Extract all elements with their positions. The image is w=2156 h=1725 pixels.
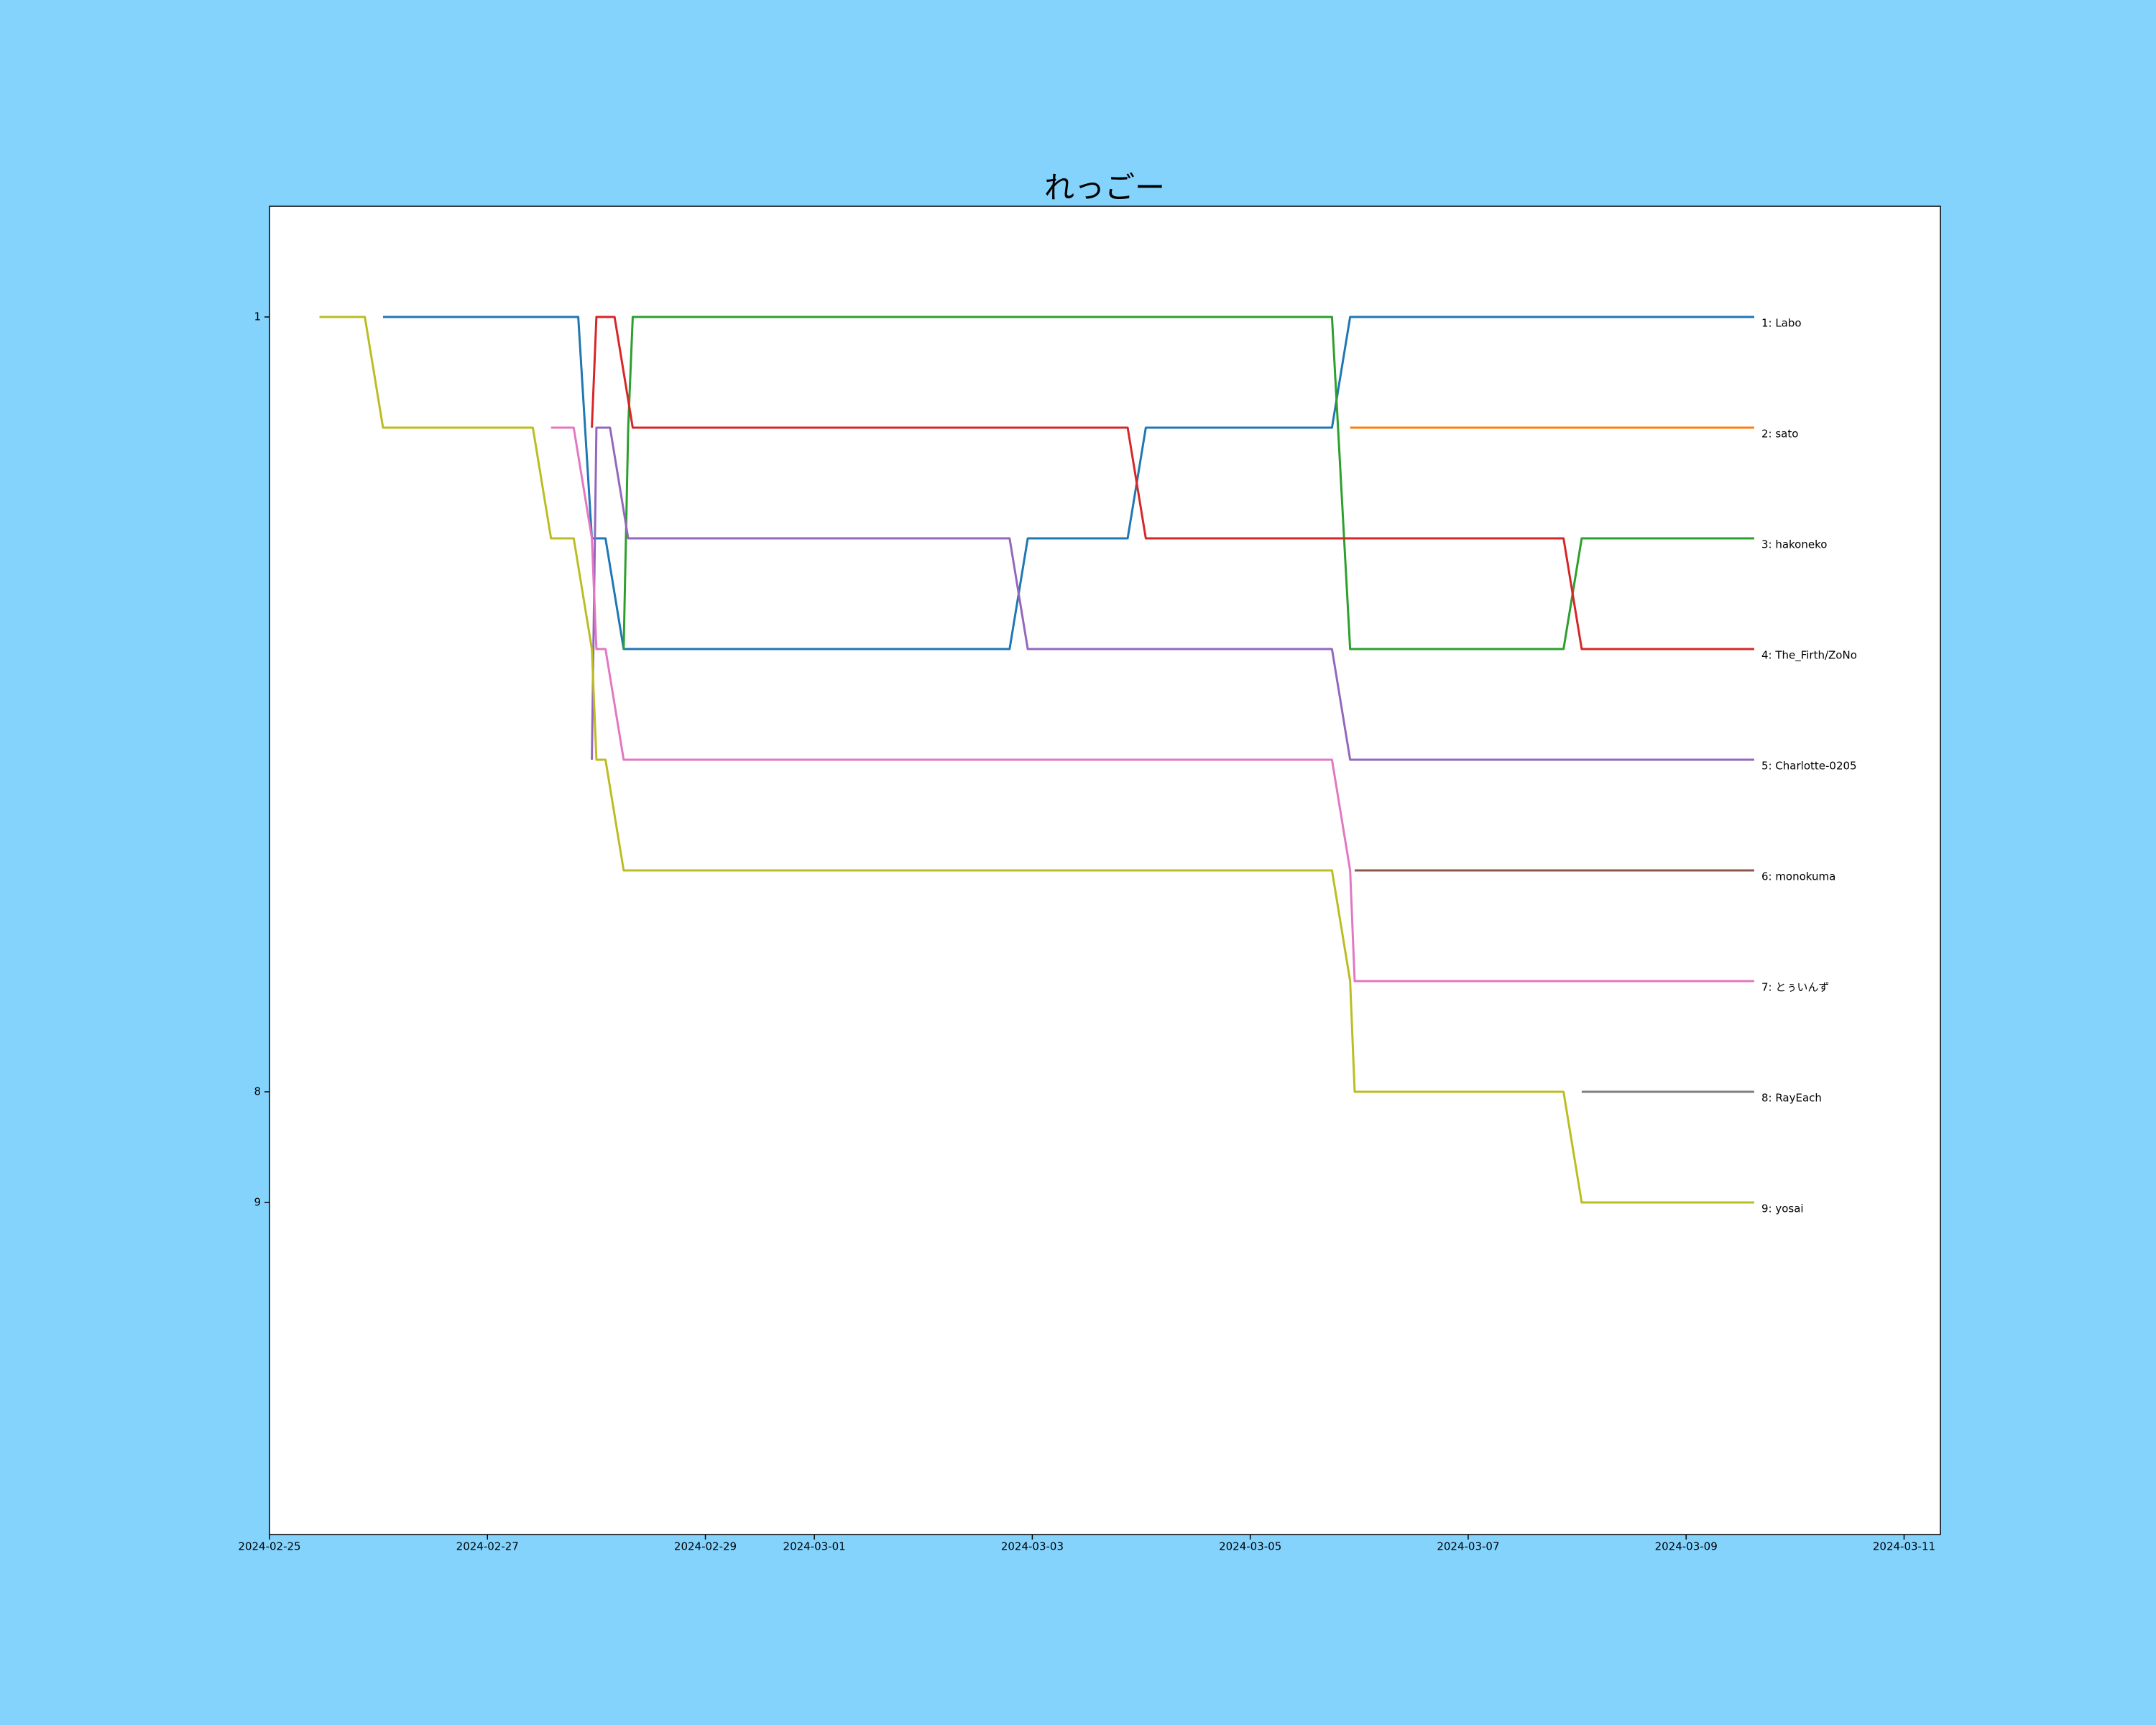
- series-end-label: 1: Labo: [1761, 317, 1802, 330]
- plot-frame: [269, 206, 1941, 1535]
- x-tick-label: 2024-02-27: [456, 1540, 519, 1553]
- series-end-label: 9: yosai: [1761, 1202, 1804, 1215]
- x-tick-label: 2024-03-01: [783, 1540, 846, 1553]
- x-tick-label: 2024-02-25: [238, 1540, 300, 1553]
- series-end-label: 8: RayEach: [1761, 1092, 1822, 1105]
- series-end-label: 6: monokuma: [1761, 870, 1835, 883]
- series-line: [550, 426, 1754, 983]
- y-tick-label: 1: [254, 310, 261, 323]
- series-end-label: 4: The_Firth/ZoNo: [1761, 649, 1857, 663]
- x-tick-label: 2024-03-07: [1437, 1540, 1499, 1553]
- series-end-label: 3: hakoneko: [1761, 538, 1827, 551]
- x-tick-label: 2024-03-09: [1655, 1540, 1718, 1553]
- x-tick-label: 2024-03-11: [1873, 1540, 1935, 1553]
- x-tick-label: 2024-02-29: [674, 1540, 737, 1553]
- y-tick-label: 9: [254, 1196, 261, 1209]
- chart-title: れっごー: [1044, 170, 1165, 206]
- series-end-label: 2: sato: [1761, 428, 1798, 441]
- series-line: [319, 316, 1754, 1204]
- y-tick-label: 8: [254, 1085, 261, 1098]
- series-end-label: 5: Charlotte-0205: [1761, 760, 1857, 773]
- series-line: [591, 426, 1754, 761]
- x-tick-label: 2024-03-05: [1219, 1540, 1281, 1553]
- series-end-label: 7: とぅいんず: [1761, 981, 1829, 994]
- x-tick-label: 2024-03-03: [1001, 1540, 1064, 1553]
- series-line: [591, 316, 1754, 650]
